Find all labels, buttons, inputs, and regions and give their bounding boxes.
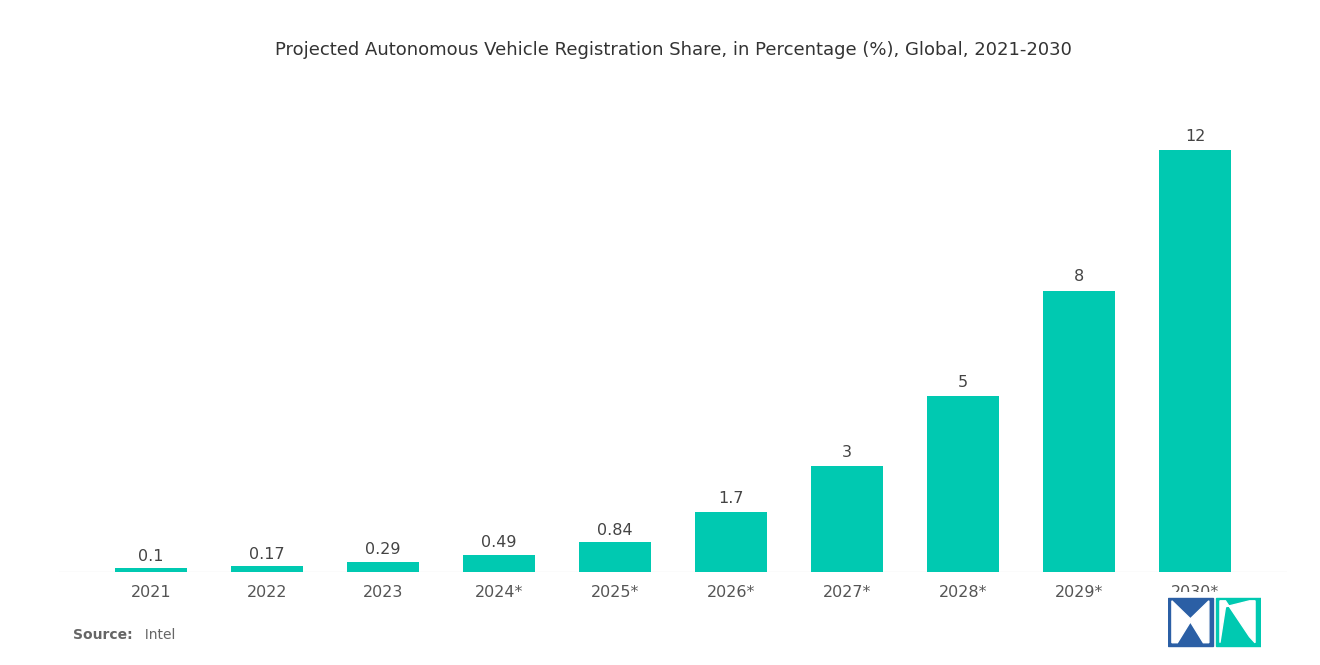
Text: 0.84: 0.84 [598,523,634,538]
Bar [1043,291,1115,572]
Bar [115,569,187,572]
Polygon shape [1220,601,1255,642]
Title: Projected Autonomous Vehicle Registration Share, in Percentage (%), Global, 2021: Projected Autonomous Vehicle Registratio… [275,41,1072,59]
Text: Intel: Intel [136,628,176,642]
Bar [812,466,883,572]
Bar [463,555,535,572]
Bar [696,512,767,572]
Bar [231,566,304,572]
Text: 0.1: 0.1 [139,549,164,564]
Text: 3: 3 [842,445,853,460]
Text: 5: 5 [958,375,969,390]
Bar [1168,598,1213,646]
Text: 0.17: 0.17 [249,547,285,562]
Text: 0.49: 0.49 [482,535,517,551]
Text: 8: 8 [1074,269,1084,285]
Bar [579,543,651,572]
Bar [1159,150,1232,572]
Text: 1.7: 1.7 [718,491,744,506]
Text: 12: 12 [1185,129,1205,144]
Bar [927,396,999,572]
Bar [347,562,420,572]
Text: 0.29: 0.29 [366,543,401,557]
Bar [1216,598,1261,646]
Polygon shape [1172,601,1209,642]
Text: Source:: Source: [73,628,132,642]
